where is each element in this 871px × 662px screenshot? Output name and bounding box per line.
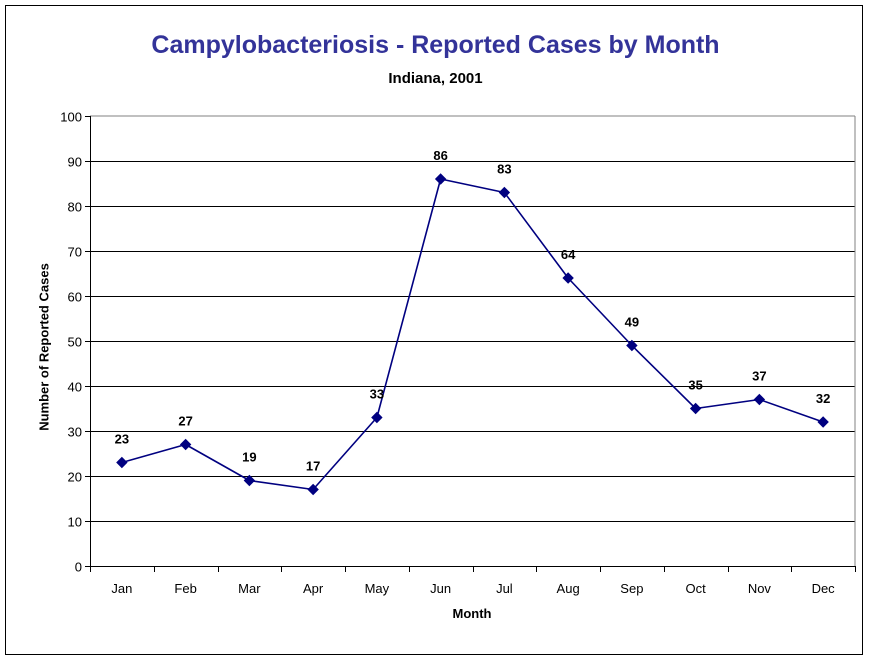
chart-frame — [5, 5, 863, 655]
data-label-oct: 35 — [688, 378, 702, 393]
data-point-oct — [689, 402, 702, 415]
data-point-mar — [243, 474, 256, 487]
data-label-mar: 19 — [242, 450, 256, 465]
data-label-feb: 27 — [178, 414, 192, 429]
x-tick-label-aug: Aug — [557, 581, 580, 596]
x-tick-label-dec: Dec — [812, 581, 836, 596]
x-tick-label-jan: Jan — [111, 581, 132, 596]
data-labels: 23 27 19 17 33 86 83 64 49 35 37 32 — [115, 148, 831, 474]
y-tick-label-10: 10 — [68, 515, 82, 530]
data-point-jul — [498, 186, 511, 199]
data-point-jun — [434, 173, 447, 185]
x-tick-label-apr: Apr — [303, 581, 324, 596]
data-point-feb — [179, 438, 192, 451]
data-point-nov — [753, 393, 766, 406]
x-tick-label-jul: Jul — [496, 581, 513, 596]
data-point-aug — [562, 272, 574, 284]
data-label-aug: 64 — [561, 247, 576, 262]
y-tick-label-50: 50 — [68, 335, 82, 350]
x-tick-label-nov: Nov — [748, 581, 772, 596]
y-axis-ticks: 0 10 20 30 40 50 60 70 80 90 100 — [60, 110, 90, 575]
x-tick-label-feb: Feb — [174, 581, 196, 596]
chart-title: Campylobacteriosis - Reported Cases by M… — [151, 31, 720, 59]
x-tick-label-oct: Oct — [686, 581, 707, 596]
x-axis-label: Month — [452, 606, 492, 621]
y-tick-label-40: 40 — [68, 380, 82, 395]
data-label-jun: 86 — [433, 148, 447, 163]
x-tick-label-may: May — [365, 581, 390, 596]
data-point-sep — [626, 339, 638, 352]
data-point-dec — [817, 416, 829, 428]
data-label-dec: 32 — [816, 391, 830, 406]
data-label-may: 33 — [370, 387, 384, 402]
data-label-jul: 83 — [497, 162, 511, 177]
y-tick-label-90: 90 — [68, 155, 82, 170]
data-label-jan: 23 — [115, 432, 129, 447]
data-label-apr: 17 — [306, 459, 320, 474]
y-tick-label-30: 30 — [68, 425, 82, 440]
y-tick-label-20: 20 — [68, 470, 82, 485]
gridlines — [90, 161, 855, 522]
x-tick-label-jun: Jun — [430, 581, 451, 596]
series-line — [121, 178, 824, 491]
y-tick-label-100: 100 — [60, 110, 82, 125]
data-point-jan — [116, 456, 128, 469]
y-tick-label-60: 60 — [68, 290, 82, 305]
x-tick-label-mar: Mar — [238, 581, 261, 596]
series-reported-cases — [116, 173, 829, 496]
x-axis-ticks: Jan Feb Mar Apr May Jun Jul Aug Sep Oct Nov Dec — [90, 566, 856, 596]
y-tick-label-70: 70 — [68, 245, 82, 260]
data-label-nov: 37 — [752, 369, 766, 384]
data-point-may — [371, 411, 383, 424]
axes — [85, 115, 856, 571]
y-tick-label-0: 0 — [75, 560, 82, 575]
y-tick-label-80: 80 — [68, 200, 82, 215]
x-tick-label-sep: Sep — [620, 581, 643, 596]
data-label-sep: 49 — [625, 315, 639, 330]
chart-subtitle: Indiana, 2001 — [388, 70, 483, 87]
data-point-apr — [307, 483, 319, 496]
